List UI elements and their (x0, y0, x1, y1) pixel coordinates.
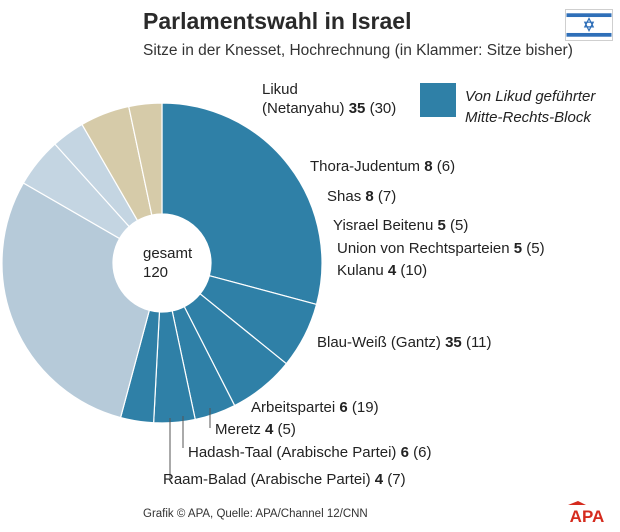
slice-likud (161, 102, 323, 306)
source-note: Grafik © APA, Quelle: APA/Channel 12/CNN (143, 508, 368, 520)
slice-label-arbeitspartei: Arbeitspartei 6 (19) (251, 399, 379, 416)
chart-title: Parlamentswahl in Israel (143, 8, 412, 34)
chart-subtitle: Sitze in der Knesset, Hochrechnung (in K… (143, 42, 573, 59)
total-label: gesamt (143, 245, 193, 262)
apa-logo-icon: APA (568, 501, 605, 524)
total-value: 120 (143, 264, 169, 281)
slice-label-union-rechtsparteien: Union von Rechtsparteien 5 (5) (337, 240, 545, 257)
slice-label-blau-weiss: Blau-Weiß (Gantz) 35 (11) (317, 334, 492, 351)
legend-line-2: Mitte-Rechts-Block (465, 109, 591, 126)
slice-label-yisrael-beitenu: Yisrael Beitenu 5 (5) (333, 217, 469, 234)
slice-label-likud-name: Likud (262, 81, 298, 98)
legend-line-1: Von Likud geführter (465, 88, 596, 105)
slice-label-shas: Shas 8 (7) (327, 188, 397, 205)
slice-blau-weiss (1, 182, 151, 419)
legend-swatch-block (420, 83, 456, 117)
slice-label-kulanu: Kulanu 4 (10) (337, 262, 428, 279)
slice-label-likud-detail: (Netanyahu) 35 (30) (262, 100, 397, 117)
slice-label-likud: Likud (Netanyahu) 35 (30) (262, 80, 396, 118)
svg-text:APA: APA (570, 507, 605, 524)
slice-label-hadash-taal: Hadash-Taal (Arabische Partei) 6 (6) (188, 444, 432, 461)
slice-label-meretz: Meretz 4 (5) (215, 421, 296, 438)
slice-label-thora-judentum: Thora-Judentum 8 (6) (310, 158, 456, 175)
slice-label-raam-balad: Raam-Balad (Arabische Partei) 4 (7) (163, 471, 406, 488)
total-seats-label: gesamt 120 (143, 244, 192, 282)
legend-label: Von Likud geführter Mitte-Rechts-Block (465, 86, 615, 128)
slice-raam-balad (128, 102, 163, 216)
israel-flag-icon (565, 9, 613, 41)
